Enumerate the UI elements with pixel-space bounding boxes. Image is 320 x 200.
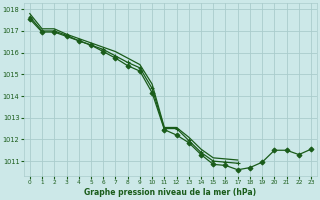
X-axis label: Graphe pression niveau de la mer (hPa): Graphe pression niveau de la mer (hPa) bbox=[84, 188, 257, 197]
